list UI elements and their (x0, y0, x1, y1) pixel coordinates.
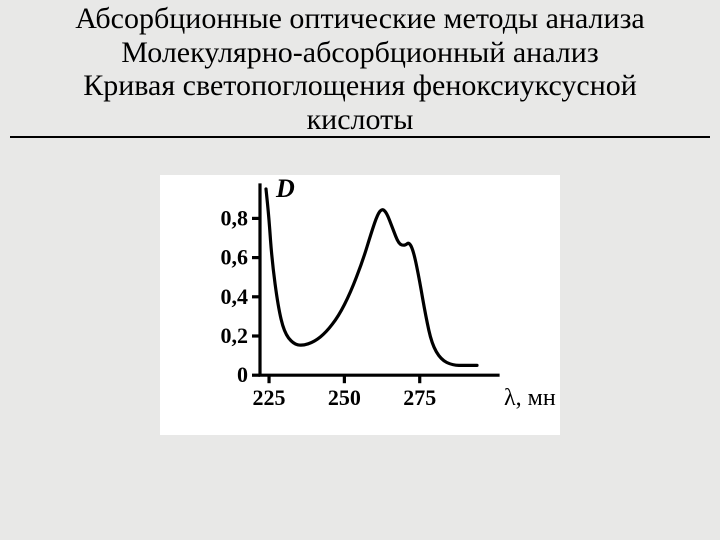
svg-text:D: D (275, 175, 295, 203)
title-block: Абсорбционные оптические методы анализа … (0, 2, 720, 138)
svg-text:0,2: 0,2 (221, 323, 249, 348)
svg-text:250: 250 (328, 385, 361, 410)
svg-text:λ, мн: λ, мн (504, 385, 556, 411)
svg-text:0,4: 0,4 (221, 284, 249, 309)
svg-text:225: 225 (253, 385, 286, 410)
svg-text:0,6: 0,6 (221, 245, 249, 270)
title-line-2: Молекулярно-абсорбционный анализ (10, 36, 710, 70)
title-line-4: кислоты (10, 103, 710, 137)
svg-text:0: 0 (237, 362, 248, 387)
title-line-1: Абсорбционные оптические методы анализа (10, 2, 710, 36)
svg-text:275: 275 (403, 385, 436, 410)
title-line-3: Кривая светопоглощения феноксиуксусной (10, 69, 710, 103)
svg-text:0,8: 0,8 (221, 205, 249, 230)
absorption-chart: 0 0,2 0,4 0,6 0,8 225 250 275 Dλ, мн (160, 175, 560, 435)
